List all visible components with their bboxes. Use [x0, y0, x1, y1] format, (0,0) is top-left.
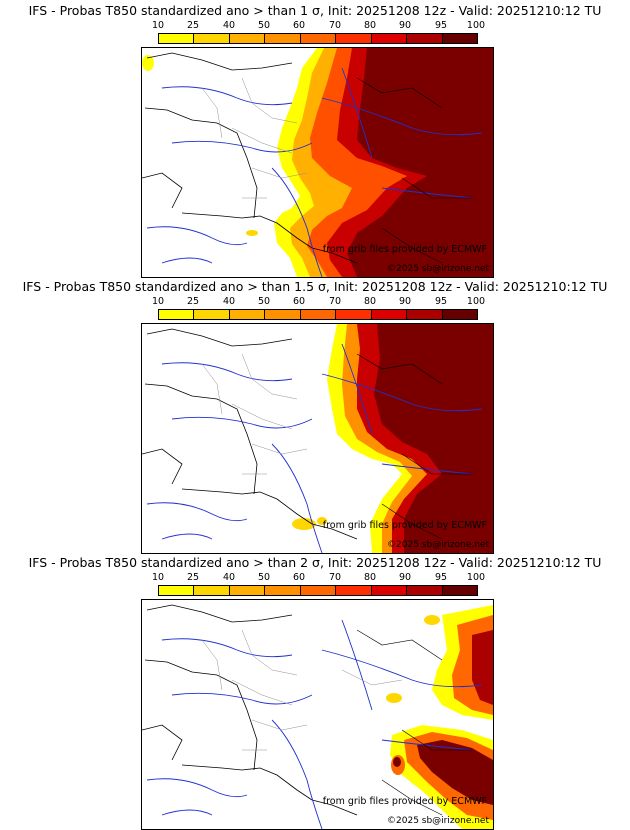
color-scale-swatch — [371, 310, 408, 319]
copyright-text: ©2025 sb@irizone.net — [387, 540, 489, 550]
color-scale-swatch — [300, 586, 337, 595]
color-scale-bar — [158, 585, 478, 596]
color-scale-swatch — [159, 34, 195, 43]
scale-tick-label: 50 — [257, 20, 271, 31]
color-scale-swatch — [336, 34, 372, 43]
scale-tick-label: 70 — [328, 20, 342, 31]
scale-tick-label: 25 — [186, 296, 200, 307]
scale-tick-label: 60 — [292, 296, 306, 307]
scale-tick-label: 70 — [328, 572, 342, 583]
color-scale-swatch — [265, 34, 301, 43]
probability-map: from grib files provided by ECMWF ©2025 … — [141, 323, 494, 554]
scale-tick-label: 50 — [257, 296, 271, 307]
color-scale-swatch — [159, 586, 195, 595]
map-panel-2: IFS - Probas T850 standardized ano > tha… — [0, 276, 630, 554]
color-scale-swatch — [300, 34, 337, 43]
copyright-text: ©2025 sb@irizone.net — [387, 816, 489, 826]
color-scale-swatch — [265, 586, 301, 595]
scale-tick-label: 100 — [466, 20, 486, 31]
color-scale-swatch — [194, 310, 230, 319]
color-scale-swatch — [442, 310, 477, 319]
panel-title: IFS - Probas T850 standardized ano > tha… — [28, 555, 602, 570]
scale-tick-label: 95 — [434, 296, 448, 307]
scale-tick-label: 25 — [186, 20, 200, 31]
scale-tick-label: 80 — [363, 296, 377, 307]
color-scale-swatch — [159, 310, 195, 319]
map-panel-1: IFS - Probas T850 standardized ano > tha… — [0, 0, 630, 278]
scale-tick-label: 90 — [398, 20, 412, 31]
scale-tick-label: 10 — [151, 572, 165, 583]
map-panel-3: IFS - Probas T850 standardized ano > tha… — [0, 552, 630, 830]
color-scale-swatch — [336, 310, 372, 319]
panel-title: IFS - Probas T850 standardized ano > tha… — [22, 279, 608, 294]
color-scale-swatch — [194, 586, 230, 595]
scale-tick-label: 70 — [328, 296, 342, 307]
color-scale-swatch — [371, 34, 408, 43]
scale-tick-label: 25 — [186, 572, 200, 583]
data-source-credit: from grib files provided by ECMWF — [322, 520, 487, 531]
color-scale-swatch — [300, 310, 337, 319]
color-scale-bar — [158, 33, 478, 44]
panel-title: IFS - Probas T850 standardized ano > tha… — [28, 3, 602, 18]
scale-tick-label: 90 — [398, 572, 412, 583]
scale-tick-label: 10 — [151, 20, 165, 31]
color-scale-swatch — [229, 34, 266, 43]
color-scale-swatch — [229, 586, 266, 595]
color-scale-swatch — [407, 586, 443, 595]
color-scale-bar — [158, 309, 478, 320]
color-scale-swatch — [265, 310, 301, 319]
data-source-credit: from grib files provided by ECMWF — [322, 244, 487, 255]
color-scale-swatch — [371, 586, 408, 595]
color-scale-labels: 10 25 40 50 60 70 80 90 95 100 — [152, 572, 498, 583]
data-source-credit: from grib files provided by ECMWF — [322, 796, 487, 807]
color-scale-swatch — [229, 310, 266, 319]
scale-tick-label: 60 — [292, 20, 306, 31]
color-scale-swatch — [407, 310, 443, 319]
scale-tick-label: 80 — [363, 572, 377, 583]
color-scale-swatch — [407, 34, 443, 43]
color-scale-swatch — [442, 34, 477, 43]
color-scale-swatch — [442, 586, 477, 595]
scale-tick-label: 40 — [222, 296, 236, 307]
scale-tick-label: 90 — [398, 296, 412, 307]
scale-tick-label: 80 — [363, 20, 377, 31]
scale-tick-label: 40 — [222, 20, 236, 31]
probability-map: from grib files provided by ECMWF ©2025 … — [141, 599, 494, 830]
copyright-text: ©2025 sb@irizone.net — [387, 264, 489, 274]
scale-tick-label: 100 — [466, 572, 486, 583]
scale-tick-label: 10 — [151, 296, 165, 307]
scale-tick-label: 95 — [434, 20, 448, 31]
scale-tick-label: 50 — [257, 572, 271, 583]
scale-tick-label: 60 — [292, 572, 306, 583]
scale-tick-label: 100 — [466, 296, 486, 307]
probability-map: from grib files provided by ECMWF ©2025 … — [141, 47, 494, 278]
color-scale-swatch — [194, 34, 230, 43]
scale-tick-label: 40 — [222, 572, 236, 583]
color-scale-labels: 10 25 40 50 60 70 80 90 95 100 — [152, 296, 498, 307]
color-scale-swatch — [336, 586, 372, 595]
scale-tick-label: 95 — [434, 572, 448, 583]
color-scale-labels: 10 25 40 50 60 70 80 90 95 100 — [152, 20, 498, 31]
